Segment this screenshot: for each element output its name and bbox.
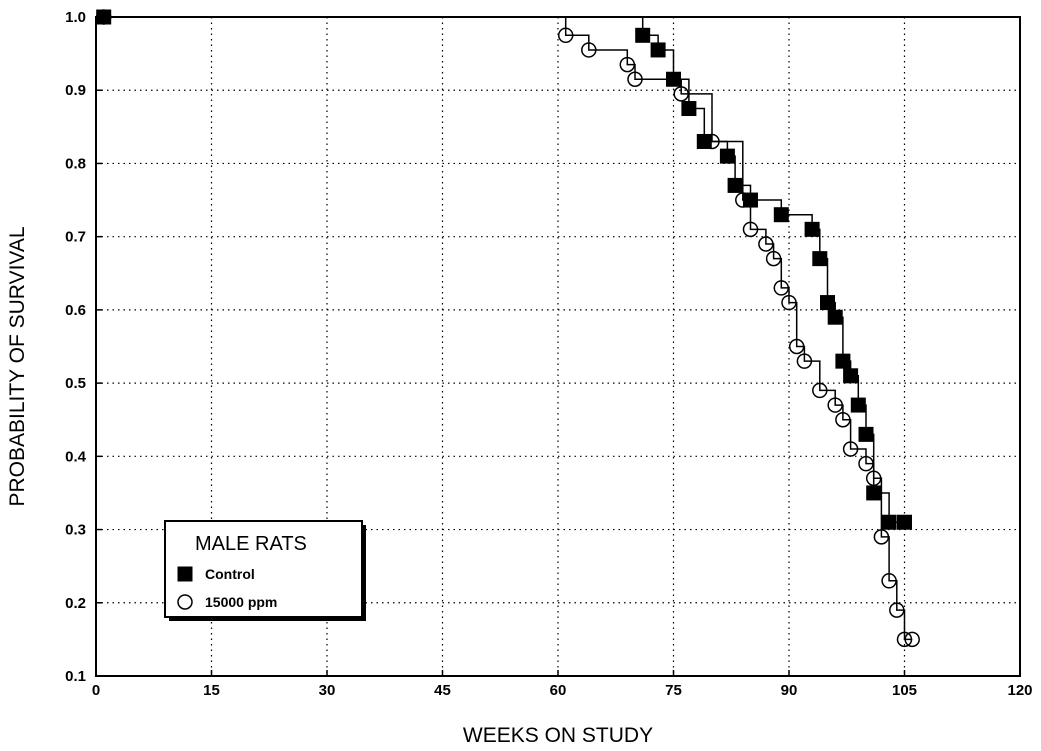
legend-label: 15000 ppm: [205, 594, 277, 610]
legend-marker-control: [177, 566, 193, 582]
data-point: [727, 177, 743, 193]
data-point: [673, 86, 689, 102]
x-tick-label: 15: [203, 682, 220, 699]
series-line-control: [103, 16, 905, 523]
data-point: [788, 338, 805, 355]
legend-marker-15000-ppm: [177, 594, 193, 610]
x-tick-label: 60: [550, 682, 567, 699]
data-point: [866, 485, 882, 501]
data-point: [781, 294, 797, 311]
data-point: [773, 280, 790, 296]
data-point: [850, 397, 866, 413]
data-point: [812, 382, 828, 399]
data-point: [842, 441, 859, 457]
series-layer: [95, 9, 920, 648]
x-tick-label: 30: [319, 682, 336, 699]
data-point: [843, 368, 859, 384]
x-axis-title: WEEKS ON STUDY: [463, 724, 653, 746]
data-point: [619, 56, 636, 73]
data-point: [681, 101, 697, 117]
x-tick-label: 105: [892, 682, 917, 699]
data-point: [896, 631, 913, 648]
data-point: [742, 221, 759, 238]
legend-label: Control: [205, 566, 255, 582]
legend-box: [164, 520, 363, 618]
y-tick-label: 0.5: [65, 375, 86, 392]
legend-entries: Control 15000 ppm: [177, 566, 277, 610]
series-markers-15000-ppm: [95, 9, 920, 648]
data-point: [835, 411, 851, 428]
data-point: [804, 221, 820, 237]
data-point: [904, 631, 920, 648]
y-tick-label: 0.4: [65, 448, 87, 465]
data-point: [735, 192, 751, 208]
data-point: [812, 251, 828, 267]
x-tick-label: 75: [665, 682, 682, 699]
data-point: [889, 602, 905, 618]
tick-layer: 0 15 30 45 60 75 90 105 120 0.1 0.2 0.3 0.4 0.5 0.6 0.7…: [65, 9, 1032, 699]
x-tick-label: 0: [92, 682, 100, 699]
data-point: [865, 470, 882, 487]
series-markers-control: [96, 9, 912, 530]
data-point: [881, 573, 897, 589]
data-point: [557, 27, 574, 44]
data-point: [704, 133, 720, 150]
y-tick-label: 0.3: [65, 522, 86, 539]
legend-title: MALE RATS: [195, 533, 307, 555]
y-tick-label: 0.7: [65, 229, 86, 246]
y-tick-label: 1.0: [65, 9, 86, 26]
x-tick-label: 90: [781, 682, 798, 699]
data-point: [581, 42, 597, 58]
data-point: [820, 295, 835, 311]
data-point: [650, 42, 666, 58]
data-point: [773, 207, 789, 223]
data-point: [758, 236, 774, 252]
data-point: [796, 353, 813, 369]
y-tick-label: 0.9: [65, 82, 86, 99]
data-point: [858, 426, 874, 442]
data-point: [897, 514, 912, 530]
data-point: [627, 71, 643, 87]
data-point: [827, 309, 843, 325]
legend: MALE RATS Control 15000 ppm: [164, 520, 366, 621]
data-point: [827, 397, 843, 413]
y-tick-label: 0.6: [65, 302, 86, 319]
data-point: [95, 9, 112, 25]
y-tick-label: 0.1: [65, 668, 86, 685]
data-point: [835, 353, 851, 369]
y-tick-label: 0.2: [65, 595, 86, 612]
data-point: [635, 27, 651, 43]
x-tick-label: 45: [434, 682, 451, 699]
data-point: [765, 250, 782, 267]
data-point: [858, 455, 874, 472]
x-tick-label: 120: [1007, 682, 1032, 699]
y-tick-label: 0.8: [65, 155, 86, 172]
data-point: [873, 529, 890, 545]
data-point: [719, 148, 735, 164]
data-point: [881, 514, 897, 530]
y-axis-title: PROBABILITY OF SURVIVAL: [6, 226, 29, 506]
